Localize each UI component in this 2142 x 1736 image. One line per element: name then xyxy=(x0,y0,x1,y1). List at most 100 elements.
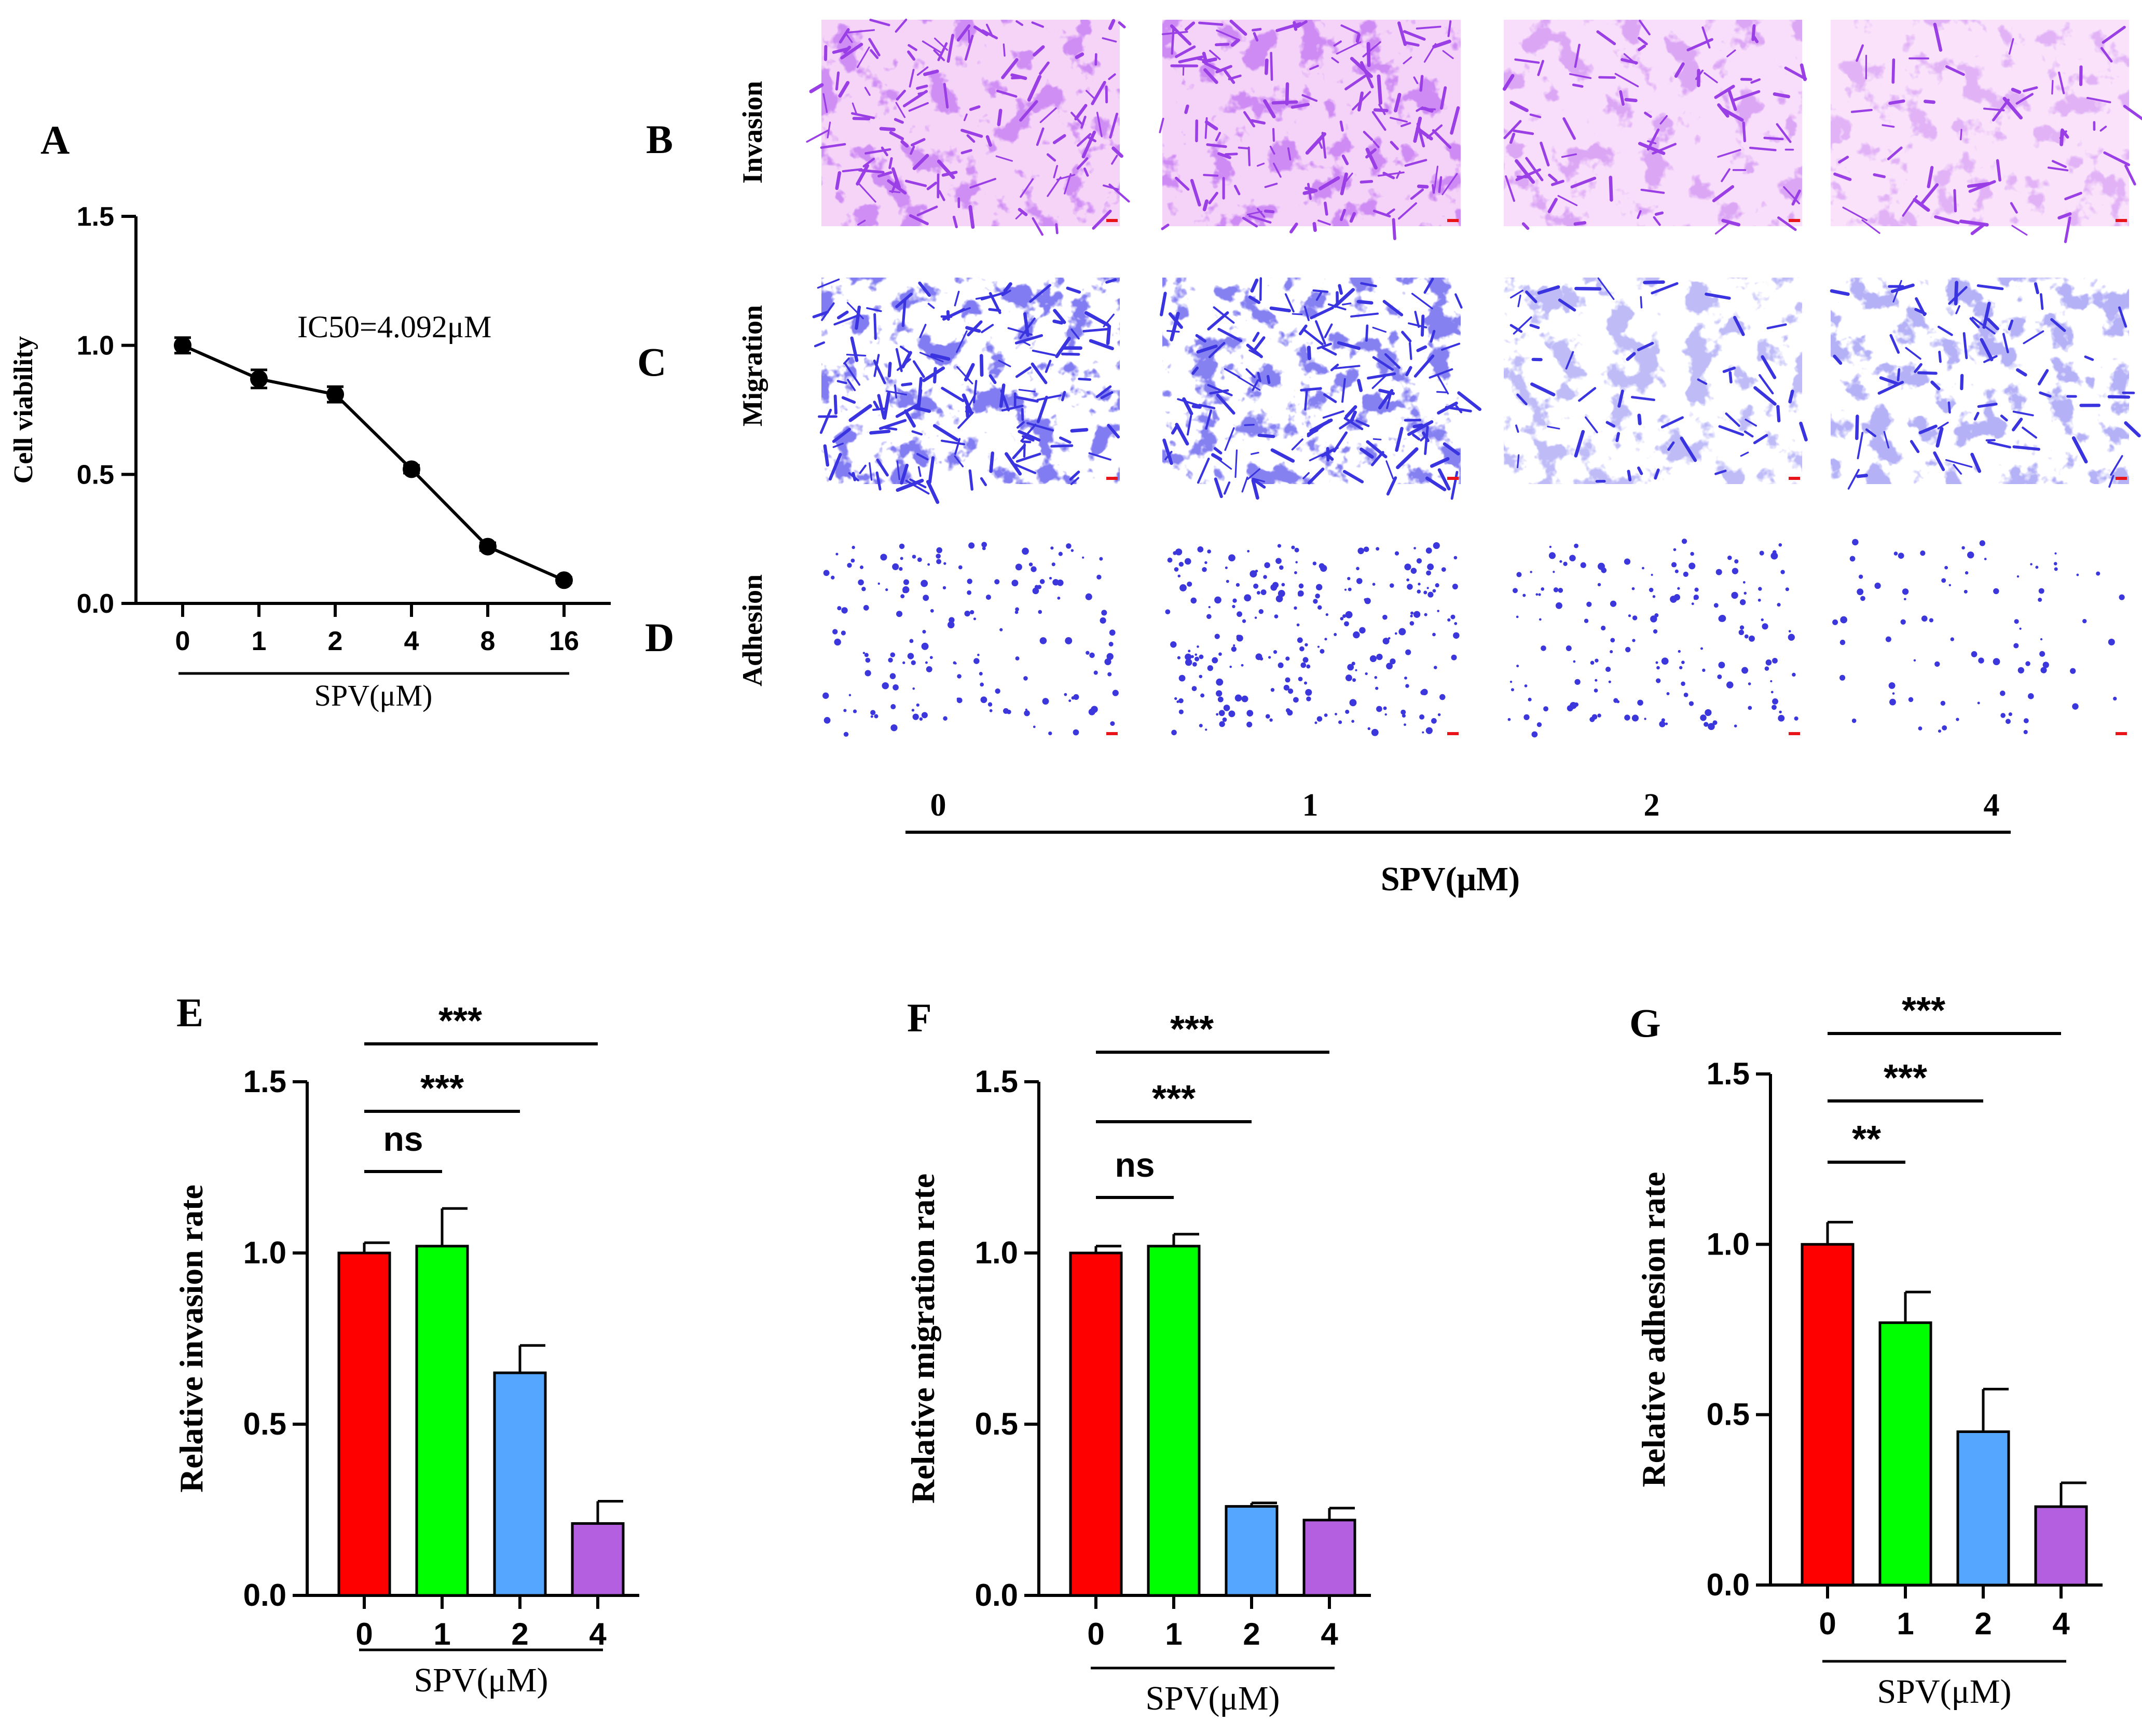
cell-stroke xyxy=(833,314,860,326)
cell-stroke xyxy=(1342,302,1352,306)
cell-stroke xyxy=(1887,146,1903,160)
cell-stroke xyxy=(903,409,916,428)
cell-stroke xyxy=(1224,427,1235,451)
cell-stroke xyxy=(907,50,916,61)
adherent-cell xyxy=(1563,561,1568,566)
adherent-cell xyxy=(2028,693,2034,699)
cell-stroke xyxy=(1578,387,1597,402)
cell-stroke xyxy=(966,134,976,143)
adherent-cell xyxy=(1065,637,1073,644)
cell-stroke xyxy=(1322,410,1344,419)
bar-1 xyxy=(1147,1245,1201,1597)
adherent-cell xyxy=(1712,720,1718,725)
cell-stroke xyxy=(1230,38,1240,47)
adherent-cell xyxy=(1553,587,1559,593)
cell-stroke xyxy=(2000,415,2008,422)
cell-stroke xyxy=(1170,24,1192,46)
x-tick-label: 0 xyxy=(1819,1606,1836,1641)
cell-stroke xyxy=(1548,173,1558,183)
adherent-cell xyxy=(2113,696,2117,701)
adherent-cell xyxy=(1406,578,1410,582)
adherent-cell xyxy=(1734,559,1739,564)
cell-stroke xyxy=(2011,225,2028,236)
cell-stroke xyxy=(852,472,857,481)
cell-stroke xyxy=(1371,451,1384,466)
adherent-cell xyxy=(1345,611,1353,618)
adherent-cell xyxy=(892,563,899,570)
micrograph-background xyxy=(1504,537,1802,739)
cell-stroke xyxy=(1525,157,1544,182)
adherent-cell xyxy=(1742,581,1746,584)
adherent-cell xyxy=(921,580,928,587)
cell-stroke xyxy=(1398,202,1417,220)
adherent-cell xyxy=(1324,638,1327,641)
adherent-cell xyxy=(1857,588,1864,596)
adherent-cell xyxy=(2014,619,2019,624)
cell-stroke xyxy=(1102,37,1117,43)
adherent-cell xyxy=(1165,609,1171,615)
cell-stroke xyxy=(1341,378,1346,403)
adherent-cell xyxy=(1260,589,1267,595)
viability-line xyxy=(182,343,565,582)
adherent-cell xyxy=(1389,583,1394,588)
adherent-cell xyxy=(1404,563,1411,571)
adherent-cell xyxy=(922,630,926,634)
adherent-cell xyxy=(1382,614,1388,620)
adherent-cell xyxy=(2119,594,2125,600)
micrograph-migration-2 xyxy=(1504,277,1808,484)
cell-stroke xyxy=(1438,176,1443,193)
adherent-cell xyxy=(1788,630,1791,633)
cell-stroke xyxy=(896,478,924,492)
adherent-cell xyxy=(1313,599,1318,604)
cell-stroke xyxy=(1178,56,1203,64)
adherent-cell xyxy=(1277,544,1282,548)
cell-stroke xyxy=(1695,70,1704,80)
adherent-cell xyxy=(1777,603,1781,607)
adherent-cell xyxy=(863,605,869,611)
cell-stroke xyxy=(1350,410,1357,423)
micrograph-grid xyxy=(806,18,2142,739)
cell-stroke xyxy=(1873,173,1886,178)
micrograph-invasion-4 xyxy=(1831,20,2142,243)
cell-stroke xyxy=(1510,290,1523,299)
adherent-cell xyxy=(1085,593,1092,600)
adherent-cell xyxy=(1522,594,1526,597)
adherent-cell xyxy=(1523,714,1530,721)
cell-stroke xyxy=(1291,438,1303,451)
bar-0 xyxy=(1801,1243,1855,1587)
adherent-cell xyxy=(1509,680,1513,683)
cell-stroke xyxy=(1031,362,1048,384)
cell-stroke xyxy=(899,346,910,353)
adherent-cell xyxy=(1206,614,1212,619)
adherent-cell xyxy=(1015,656,1020,661)
cell-stroke xyxy=(1355,419,1370,428)
adherent-cell xyxy=(1601,625,1606,631)
cell-stroke xyxy=(1343,417,1364,431)
cell-stroke xyxy=(1405,366,1412,377)
adherent-cell xyxy=(1770,552,1778,560)
adherent-cell xyxy=(1250,570,1257,578)
cell-stroke xyxy=(1248,295,1261,304)
adherent-cell xyxy=(1874,582,1881,589)
adherent-cell xyxy=(1285,656,1290,661)
bar-2 xyxy=(493,1371,547,1597)
adherent-cell xyxy=(1507,718,1511,721)
adherent-cell xyxy=(1093,670,1098,675)
adherent-cell xyxy=(1772,657,1778,664)
cell-stroke xyxy=(2050,318,2066,332)
cell-stroke xyxy=(1307,428,1319,436)
adherent-cell xyxy=(1637,699,1643,706)
adherent-cell xyxy=(1216,713,1219,716)
cell-stroke xyxy=(1015,20,1024,26)
cell-stroke xyxy=(1753,386,1777,406)
adherent-cell xyxy=(1082,556,1084,559)
adherent-cell xyxy=(1194,653,1198,656)
cell-stroke xyxy=(1933,451,1945,472)
x-tick-label: 1 xyxy=(1897,1606,1914,1641)
adherent-cell xyxy=(1419,714,1425,720)
cell-stroke xyxy=(1396,447,1419,470)
cell-stroke xyxy=(868,38,881,57)
adherent-cell xyxy=(822,692,829,699)
adherent-cell xyxy=(1888,682,1896,689)
adherent-cell xyxy=(1187,581,1192,587)
